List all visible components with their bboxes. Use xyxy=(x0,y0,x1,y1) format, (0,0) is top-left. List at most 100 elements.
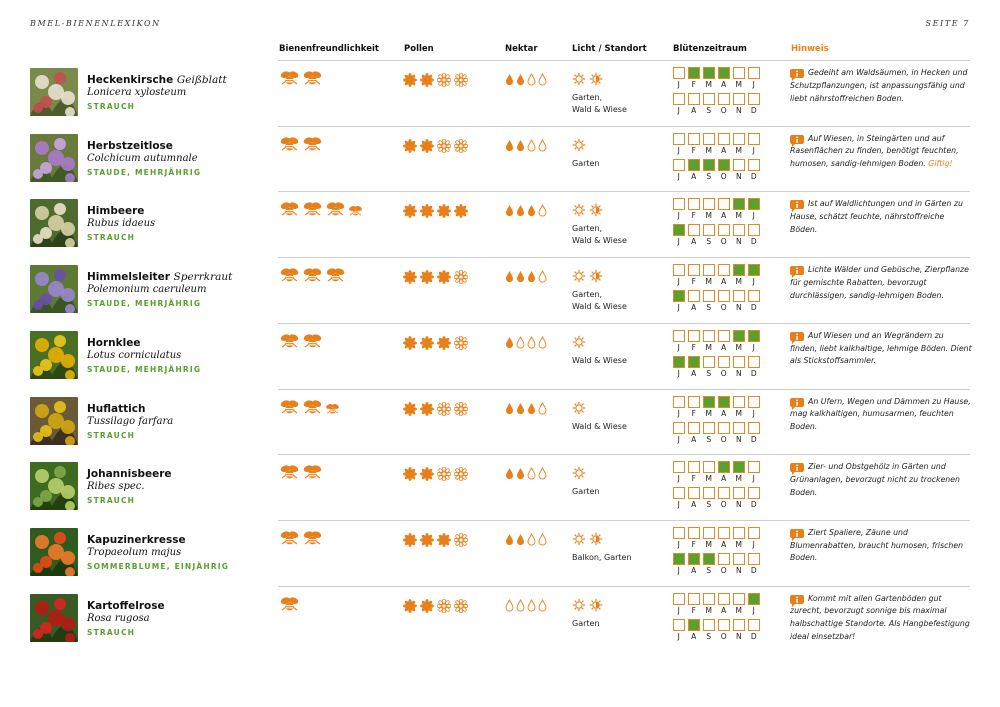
month-label: S xyxy=(706,565,712,575)
month-label: S xyxy=(706,368,712,378)
nectar-drop-empty-icon xyxy=(538,597,547,616)
bloom-month-inactive xyxy=(673,93,685,105)
bloom-month-inactive xyxy=(733,355,745,368)
bloom-month-inactive xyxy=(718,592,730,605)
nectar-drop-empty-icon xyxy=(527,71,536,90)
bee-small-icon xyxy=(325,403,340,414)
bloom-month-boxes xyxy=(673,526,769,539)
bloom-month-inactive xyxy=(703,224,715,237)
bloom-month-inactive xyxy=(718,487,730,500)
bloom-month-boxes xyxy=(673,421,769,434)
month-label: J xyxy=(677,500,681,510)
info-icon xyxy=(790,263,804,279)
bloom-month-inactive xyxy=(748,395,760,408)
plant-row: Huflattich Tussilago farfara STRAUCH Wald … xyxy=(0,388,1000,455)
month-label: M xyxy=(735,342,743,352)
pollen-filled-icon xyxy=(420,72,434,91)
pollen-filled-icon xyxy=(403,598,417,617)
month-label: S xyxy=(706,237,712,247)
nectar-rating xyxy=(505,137,547,156)
plant-common-name: Heckenkirsche xyxy=(87,74,174,86)
month-label: N xyxy=(735,237,743,247)
light-requirement xyxy=(572,531,603,550)
bloom-month-active xyxy=(673,552,685,565)
month-label: J xyxy=(677,539,681,549)
light-requirement xyxy=(572,268,603,287)
johannisbeere-photo xyxy=(30,462,78,511)
info-icon xyxy=(790,592,804,607)
bloom-month-inactive xyxy=(703,290,715,303)
nectar-drop-empty-icon xyxy=(527,334,536,353)
nectar-rating xyxy=(505,268,547,287)
nectar-drop-empty-icon xyxy=(527,137,536,156)
info-icon xyxy=(790,460,804,476)
bloom-month-inactive xyxy=(688,592,700,605)
pollen-filled-icon xyxy=(420,203,434,222)
bloom-month-inactive xyxy=(718,264,730,277)
note-body: Kommt mit allen Gartenböden gut zurecht,… xyxy=(790,593,970,641)
nectar-drop-filled-icon xyxy=(527,400,536,419)
bloom-month-active xyxy=(718,158,730,171)
month-label: N xyxy=(735,368,743,378)
pollen-rating xyxy=(403,466,469,485)
bloom-month-inactive xyxy=(733,592,745,605)
bloom-month-active xyxy=(688,67,700,79)
sun-icon xyxy=(572,137,586,156)
month-label: O xyxy=(720,368,728,378)
bloom-month-inactive xyxy=(748,290,760,303)
bee-icon xyxy=(279,201,300,216)
bee-icon xyxy=(302,530,323,545)
bloom-month-inactive xyxy=(733,395,745,408)
pollen-empty-icon xyxy=(453,72,469,91)
month-label: J xyxy=(752,539,756,549)
pollen-filled-icon xyxy=(454,203,468,222)
pollen-filled-icon xyxy=(437,203,451,222)
plant-alt-name: Geißblatt xyxy=(176,74,227,86)
bloom-month-inactive xyxy=(733,487,745,500)
nectar-drop-empty-icon xyxy=(505,597,514,616)
sun-icon xyxy=(572,334,586,353)
pollen-empty-icon xyxy=(453,598,469,617)
bloom-month-active xyxy=(688,355,700,368)
month-label: A xyxy=(691,631,697,641)
bloom-month-inactive xyxy=(718,329,730,342)
month-label: F xyxy=(691,408,697,418)
month-label: M xyxy=(735,80,743,89)
month-label: O xyxy=(720,631,728,641)
nectar-drop-filled-icon xyxy=(527,268,536,287)
plant-category: STRAUCH xyxy=(87,496,136,506)
huflattich-photo xyxy=(30,396,78,445)
himbeere-photo xyxy=(30,199,78,248)
pollen-filled-icon xyxy=(420,401,434,420)
running-head-left: BMEL-BIENENLEXIKON xyxy=(30,19,161,28)
bee-icon xyxy=(279,70,300,85)
bee-friendliness-rating xyxy=(279,332,323,348)
kartoffelrose-photo xyxy=(30,593,78,642)
bloom-month-inactive xyxy=(703,132,715,145)
info-icon xyxy=(790,132,804,147)
month-label: S xyxy=(706,171,712,181)
month-label: J xyxy=(677,171,681,181)
bloom-month-active xyxy=(748,264,760,277)
sun-icon xyxy=(572,400,586,419)
info-icon xyxy=(790,526,804,541)
month-label: M xyxy=(735,408,743,418)
month-label: J xyxy=(752,342,756,352)
month-label: O xyxy=(720,303,728,313)
month-label: F xyxy=(691,342,697,352)
bloom-month-inactive xyxy=(733,618,745,631)
column-header-pollen: Pollen xyxy=(404,44,434,54)
month-label: S xyxy=(706,631,712,641)
location-line: Wald & Wiese xyxy=(572,302,627,312)
bee-friendliness-rating xyxy=(279,200,363,216)
plant-latin-name: Polemonium caeruleum xyxy=(87,284,207,296)
bloom-month-inactive xyxy=(673,264,685,277)
